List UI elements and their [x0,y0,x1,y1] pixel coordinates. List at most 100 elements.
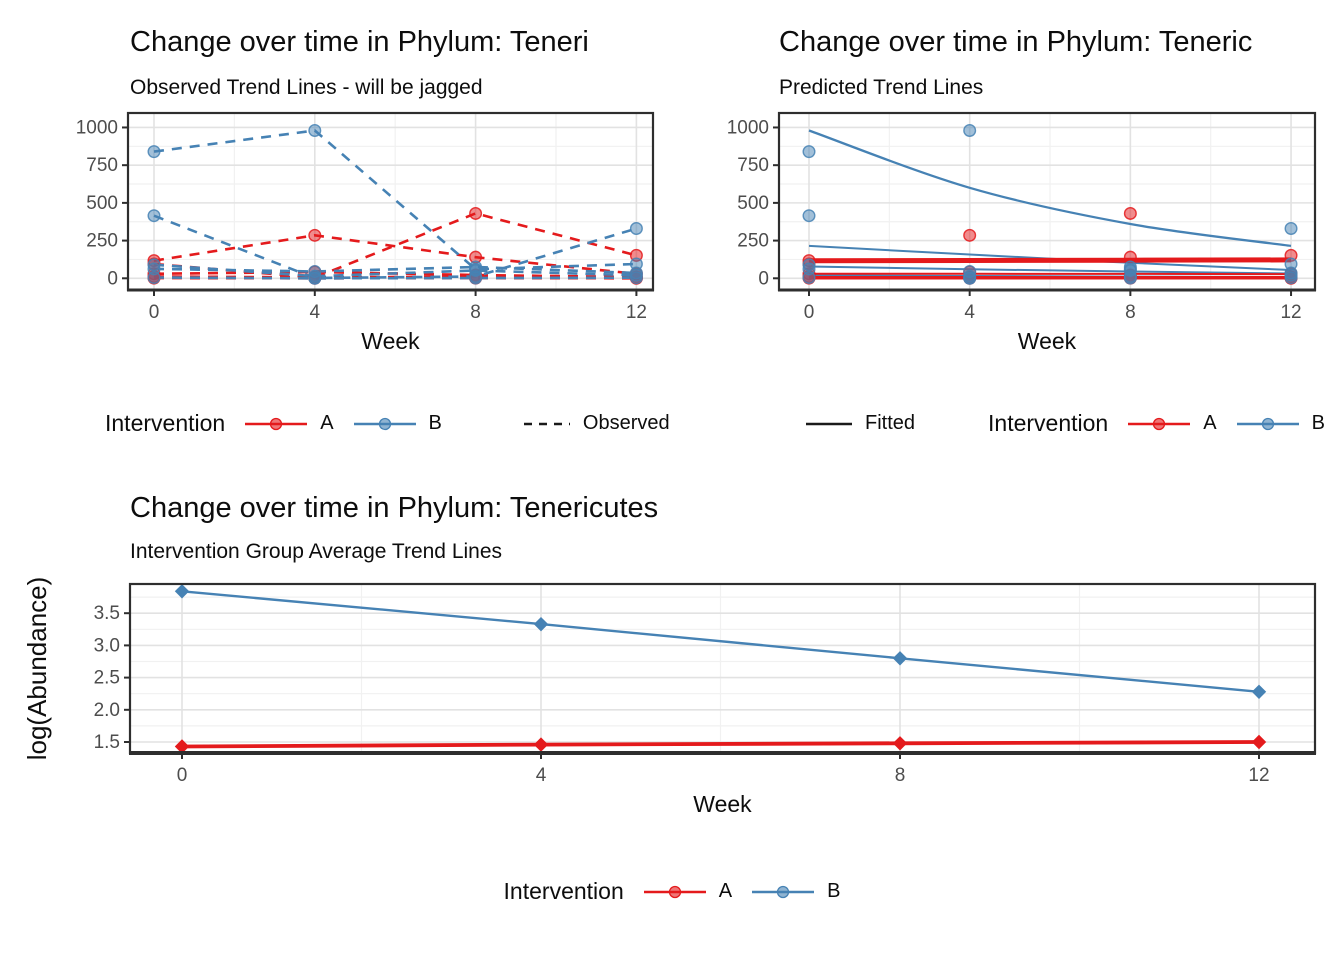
y-tick-label: 750 [737,155,769,176]
legend-item-observed: Observed [522,412,670,436]
legend-item-a: A [1126,412,1217,436]
data-point-B [469,271,483,285]
legend-item-a: A [642,880,732,904]
average-legend: Intervention A B [0,878,1344,905]
legend-label: A [1203,412,1217,434]
y-tick-label: 0 [107,268,118,289]
panel-background [779,113,1315,290]
y-tick-label: 0 [758,268,769,289]
legend-item-b: B [352,412,442,436]
y-tick-label: 2.5 [94,668,120,689]
line-point-swatch-icon [1128,417,1191,430]
data-point-B [308,271,322,285]
observed-legend: Intervention A B Observed [105,410,670,437]
data-point-A [174,739,190,754]
average-title: Change over time in Phylum: Tenericutes [130,492,659,524]
y-tick-label: 500 [86,193,118,214]
series-line-B [153,263,637,278]
data-point-B [802,145,816,159]
data-point-B [802,209,816,223]
line-point-swatch-icon [643,885,706,898]
x-tick-label: 0 [149,302,160,323]
x-axis-title: Week [1018,328,1077,354]
average-subtitle: Intervention Group Average Trend Lines [130,540,503,563]
data-point-B [802,271,816,285]
y-tick-label: 2.0 [94,700,120,721]
chart-average: Change over time in Phylum: Tenericutes … [0,480,1344,960]
predicted-title: Change over time in Phylum: Teneric [779,26,1253,58]
data-point-B [1284,271,1298,285]
x-tick-label: 8 [895,765,906,786]
x-axis-title: Week [361,328,420,354]
x-tick-label: 8 [470,302,481,323]
y-tick-label: 3.0 [94,635,120,656]
legend-item-fitted: Fitted [804,412,915,436]
data-point-B [629,222,643,236]
observed-subtitle: Observed Trend Lines - will be jagged [130,76,483,99]
data-point-A [308,228,322,242]
series-line-B [153,129,637,271]
x-tick-label: 4 [536,765,547,786]
data-point-B [963,123,977,137]
y-tick-label: 750 [86,155,118,176]
x-axis-title: Week [693,791,752,817]
x-tick-label: 0 [804,302,815,323]
x-tick-label: 4 [310,302,321,323]
data-point-B [1123,271,1137,285]
swatch-point [270,417,283,430]
y-axis-title: log(Abundance) [22,577,52,761]
data-point-A [469,206,483,220]
line-point-swatch-icon [1236,417,1299,430]
x-tick-label: 12 [626,302,647,323]
series-line-B [808,265,1292,275]
data-point-B [308,123,322,137]
x-tick-label: 4 [964,302,975,323]
average-plot-svg: 0 4 8 12 1.5 2.0 2.5 3.0 3.5 Week log(Abundance) [22,577,1317,817]
x-tick-label: 12 [1248,765,1269,786]
dashed-line-swatch-icon [523,422,570,425]
data-point-B [892,651,908,666]
legend-item-b: B [1235,412,1325,436]
x-tick-label: 8 [1125,302,1136,323]
legend-label: Observed [582,412,670,434]
data-point-A [1123,206,1137,220]
chart-observed: Change over time in Phylum: Teneri Obser… [0,0,672,460]
legend-label: B [1311,412,1325,434]
legend-label: B [428,412,442,434]
chart-predicted: Change over time in Phylum: Teneric Pred… [672,0,1344,460]
swatch-point [776,885,790,898]
data-point-B [147,145,161,159]
y-tick-label: 1.5 [94,732,120,753]
data-point-B [147,271,161,285]
y-tick-label: 250 [86,231,118,252]
series-line-B [808,129,1292,248]
legend-title: Intervention [988,410,1109,436]
series-line-B [181,590,1260,693]
line-swatch-icon [806,422,852,425]
swatch-point [1261,417,1274,430]
data-point-B [1284,222,1298,236]
data-point-A [1251,734,1267,750]
line-point-swatch-icon [353,417,416,430]
panel-background [130,584,1315,753]
y-tick-label: 1000 [76,117,118,138]
predicted-plot-svg: 0 4 8 12 0 250 500 750 1000 Week [727,111,1317,354]
series-line-A [808,257,1292,264]
predicted-legend: Fitted Intervention A B [804,410,1325,437]
series-line-A [181,740,1260,749]
legend-title: Intervention [503,878,624,904]
series-line-B [153,276,637,280]
y-tick-label: 250 [737,231,769,252]
line-point-swatch-icon [245,417,308,430]
y-tick-label: 3.5 [94,603,120,624]
data-point-B [963,271,977,285]
panel-background [128,113,653,290]
swatch-point [668,885,681,898]
legend-label: A [320,412,334,434]
line-point-swatch-icon [752,885,815,898]
observed-plot-svg: 0 4 8 12 0 250 500 750 1000 Week [76,111,655,354]
predicted-subtitle: Predicted Trend Lines [779,76,984,99]
data-point-B [629,271,643,285]
y-tick-label: 1000 [727,117,769,138]
